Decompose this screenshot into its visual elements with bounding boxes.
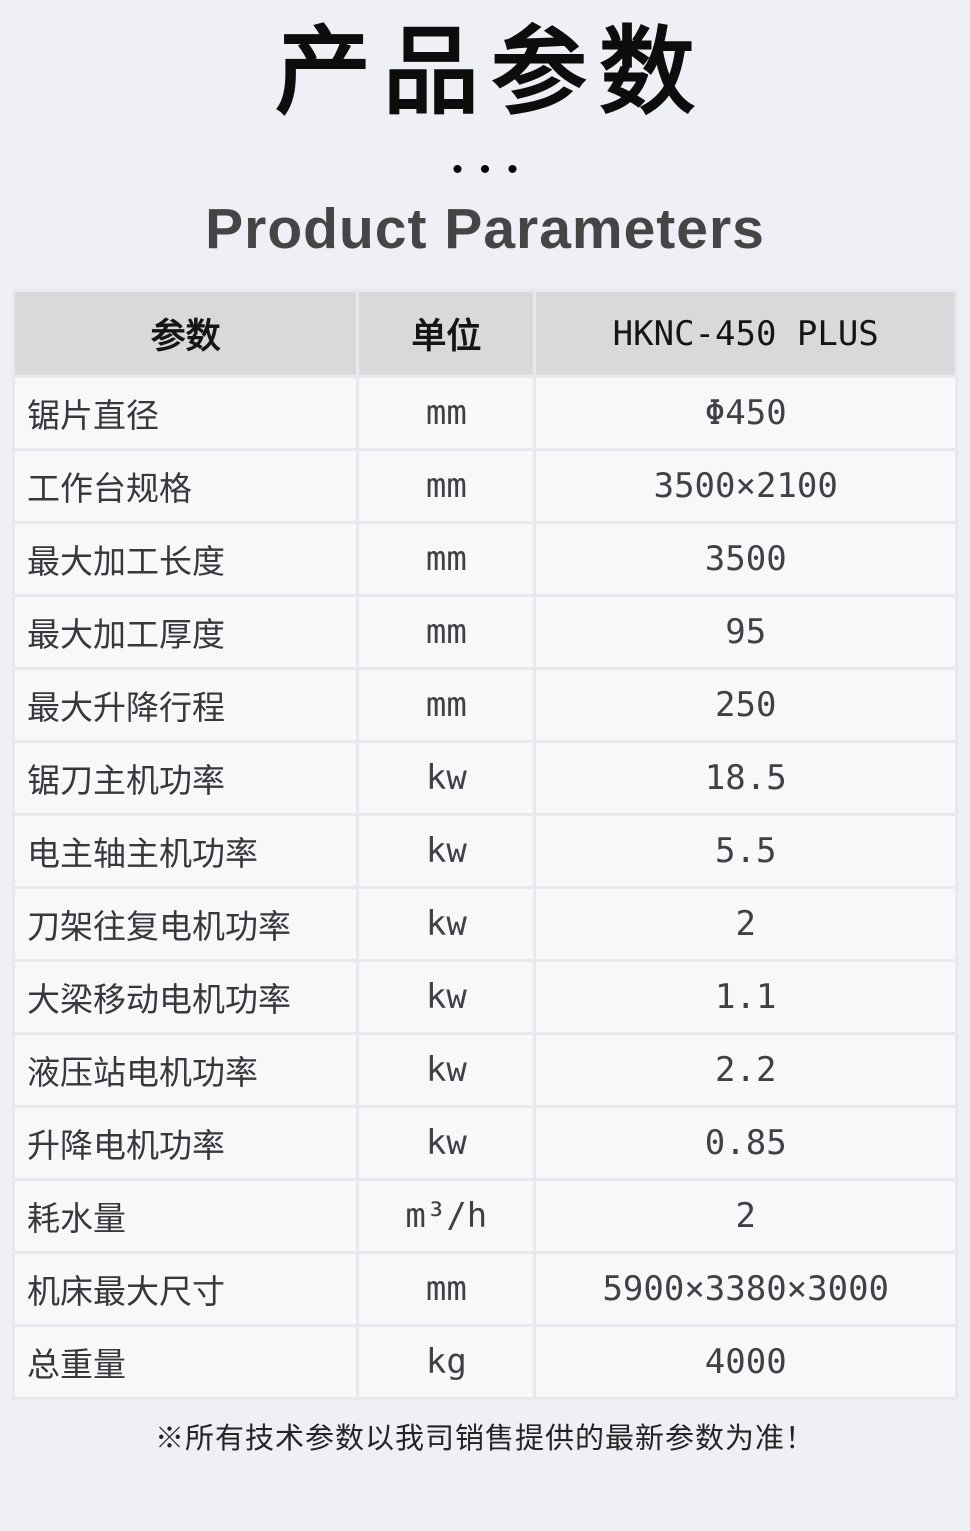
unit-cell: kg xyxy=(356,1324,537,1400)
table-row: 液压站电机功率 kw 2.2 xyxy=(11,1032,958,1108)
value-cell: 0.85 xyxy=(533,1105,958,1181)
unit-cell: kw xyxy=(356,813,537,889)
table-row: 最大加工长度 mm 3500 xyxy=(11,521,958,597)
param-cell: 总重量 xyxy=(11,1324,360,1400)
param-cell: 最大升降行程 xyxy=(11,667,360,743)
table-row: 最大加工厚度 mm 95 xyxy=(11,594,958,670)
unit-cell: mm xyxy=(356,521,537,597)
value-cell: 18.5 xyxy=(533,740,958,816)
table-row: 最大升降行程 mm 250 xyxy=(11,667,958,743)
unit-cell: kw xyxy=(356,1032,537,1108)
value-cell: 4000 xyxy=(533,1324,958,1400)
page-subtitle: Product Parameters xyxy=(205,197,765,261)
column-header-unit: 单位 xyxy=(356,289,537,378)
table-row: 锯片直径 mm Φ450 xyxy=(11,375,958,451)
param-cell: 锯片直径 xyxy=(11,375,360,451)
param-cell: 液压站电机功率 xyxy=(11,1032,360,1108)
table-row: 刀架往复电机功率 kw 2 xyxy=(11,886,958,962)
value-cell: 3500×2100 xyxy=(533,448,958,524)
param-cell: 耗水量 xyxy=(11,1178,360,1254)
table-row: 机床最大尺寸 mm 5900×3380×3000 xyxy=(11,1251,958,1327)
param-cell: 电主轴主机功率 xyxy=(11,813,360,889)
table-row: 升降电机功率 kw 0.85 xyxy=(11,1105,958,1181)
unit-cell: kw xyxy=(356,959,537,1035)
param-cell: 机床最大尺寸 xyxy=(11,1251,360,1327)
unit-cell: kw xyxy=(356,740,537,816)
unit-cell: mm xyxy=(356,594,537,670)
value-cell: 250 xyxy=(533,667,958,743)
unit-cell: mm xyxy=(356,667,537,743)
page: 产品参数 ••• Product Parameters 参数 单位 HKNC-4… xyxy=(0,0,970,1455)
value-cell: 1.1 xyxy=(533,959,958,1035)
unit-cell: kw xyxy=(356,1105,537,1181)
table-row: 总重量 kg 4000 xyxy=(11,1324,958,1400)
value-cell: 5900×3380×3000 xyxy=(533,1251,958,1327)
value-cell: Φ450 xyxy=(533,375,958,451)
unit-cell: mm xyxy=(356,1251,537,1327)
table-row: 电主轴主机功率 kw 5.5 xyxy=(11,813,958,889)
param-cell: 最大加工长度 xyxy=(11,521,360,597)
table-header-row: 参数 单位 HKNC-450 PLUS xyxy=(11,289,958,378)
unit-cell: kw xyxy=(356,886,537,962)
unit-cell: mm xyxy=(356,375,537,451)
param-cell: 大梁移动电机功率 xyxy=(11,959,360,1035)
table-row: 耗水量 m³/h 2 xyxy=(11,1178,958,1254)
value-cell: 2 xyxy=(533,1178,958,1254)
dots-divider-icon: ••• xyxy=(452,153,535,186)
column-header-model: HKNC-450 PLUS xyxy=(533,289,958,378)
page-title: 产品参数 xyxy=(275,19,707,126)
table-row: 工作台规格 mm 3500×2100 xyxy=(11,448,958,524)
footnote: ※所有技术参数以我司销售提供的最新参数为准！ xyxy=(154,1423,815,1455)
param-cell: 刀架往复电机功率 xyxy=(11,886,360,962)
param-cell: 最大加工厚度 xyxy=(11,594,360,670)
table-row: 大梁移动电机功率 kw 1.1 xyxy=(11,959,958,1035)
page-header: 产品参数 ••• Product Parameters xyxy=(0,0,970,268)
spec-table: 参数 单位 HKNC-450 PLUS 锯片直径 mm Φ450 工作台规格 m… xyxy=(11,289,958,1400)
value-cell: 2.2 xyxy=(533,1032,958,1108)
column-header-param: 参数 xyxy=(11,289,360,378)
unit-cell: mm xyxy=(356,448,537,524)
value-cell: 5.5 xyxy=(533,813,958,889)
table-row: 锯刀主机功率 kw 18.5 xyxy=(11,740,958,816)
value-cell: 2 xyxy=(533,886,958,962)
param-cell: 工作台规格 xyxy=(11,448,360,524)
param-cell: 锯刀主机功率 xyxy=(11,740,360,816)
param-cell: 升降电机功率 xyxy=(11,1105,360,1181)
unit-cell: m³/h xyxy=(356,1178,537,1254)
value-cell: 3500 xyxy=(533,521,958,597)
parameters-table: 参数 单位 HKNC-450 PLUS 锯片直径 mm Φ450 工作台规格 m… xyxy=(11,289,958,1400)
value-cell: 95 xyxy=(533,594,958,670)
